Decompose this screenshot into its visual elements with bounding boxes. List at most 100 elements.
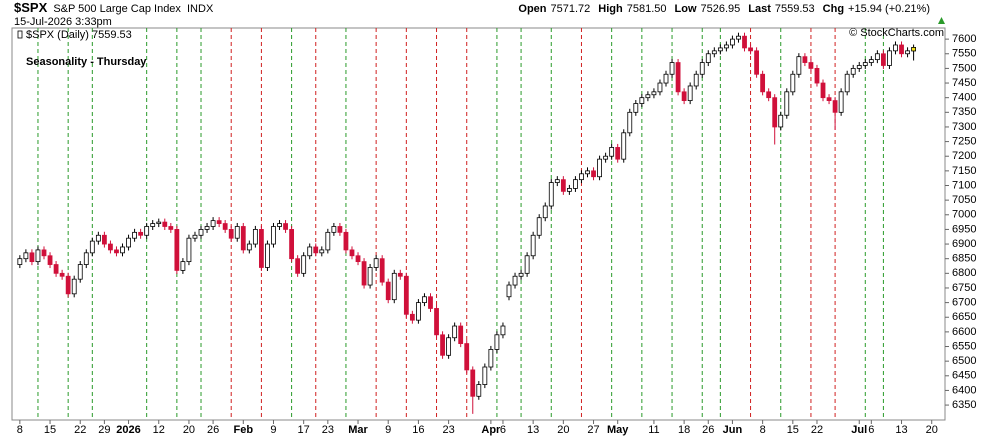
candle-body	[627, 111, 633, 134]
candle-body	[452, 325, 458, 339]
candle-body	[283, 223, 288, 230]
candle-body	[108, 243, 113, 251]
y-tick-label: 6450	[952, 370, 976, 382]
candles	[17, 32, 916, 414]
candle-body	[446, 337, 452, 356]
candle-body	[41, 249, 47, 257]
candle-body	[748, 47, 753, 52]
x-tick-label: Feb	[234, 424, 254, 436]
candle-body	[307, 246, 313, 257]
candle-body	[893, 44, 898, 52]
candle-body	[174, 229, 180, 271]
x-tick-label: 8	[760, 424, 766, 436]
x-tick-label: 13	[527, 424, 539, 436]
candle-body	[228, 229, 234, 239]
candle-body	[500, 325, 506, 336]
x-tick-label: 6	[868, 424, 874, 436]
x-tick-label: 9	[270, 424, 276, 436]
y-tick-label: 6750	[952, 282, 976, 294]
x-tick-label: 22	[74, 424, 86, 436]
candle-body	[361, 261, 367, 286]
candle-body	[494, 334, 500, 350]
candle-body	[820, 82, 826, 99]
candle-body	[615, 147, 621, 160]
candle-body	[271, 226, 276, 245]
x-tick-label: 20	[183, 424, 195, 436]
candle-body	[730, 38, 735, 46]
candle-body	[222, 223, 228, 230]
x-tick-label: 20	[557, 424, 569, 436]
y-tick-label: 7350	[952, 106, 976, 118]
y-tick-label: 6800	[952, 267, 976, 279]
candle-body	[488, 349, 494, 368]
candle-body	[832, 100, 838, 113]
quote-label: Open	[518, 3, 546, 15]
candle-body	[651, 91, 657, 96]
candle-body	[95, 234, 101, 242]
candle-body	[422, 296, 427, 304]
x-tick-label: 29	[98, 424, 110, 436]
y-tick-label: 6950	[952, 223, 976, 235]
candle-body	[905, 50, 910, 55]
candle-body	[856, 65, 862, 69]
candle-body	[482, 366, 488, 385]
candle-body	[373, 258, 379, 268]
candle-body	[470, 369, 476, 397]
exchange: INDX	[187, 3, 214, 15]
candle-body	[518, 272, 524, 277]
candle-body	[766, 91, 772, 99]
candle-body	[246, 243, 252, 251]
candle-body	[144, 226, 150, 236]
candle-body	[35, 249, 41, 263]
candle-body	[723, 44, 729, 49]
x-tick-label: 23	[442, 424, 454, 436]
y-tick-label: 7000	[952, 209, 976, 221]
legend-icon	[17, 30, 23, 39]
candle-body	[554, 179, 560, 183]
candle-body	[591, 170, 596, 178]
candle-body	[156, 221, 162, 224]
candle-body	[573, 179, 578, 189]
candle-body	[379, 258, 385, 283]
header-line: $SPX S&P 500 Large Cap Index INDX	[14, 0, 214, 15]
y-tick-label: 7250	[952, 135, 976, 147]
candle-body	[162, 221, 168, 227]
candle-body	[234, 226, 240, 239]
candle-body	[397, 272, 403, 277]
quote-value: 7559.53	[775, 3, 815, 15]
change-arrow	[938, 17, 945, 24]
candle-body	[403, 275, 409, 315]
candle-body	[409, 313, 415, 321]
timestamp: 15-Jul-2026 3:33pm	[14, 16, 112, 28]
candle-body	[754, 50, 759, 75]
x-tick-label: 15	[787, 424, 799, 436]
candle-body	[132, 231, 137, 239]
candle-body	[742, 35, 747, 49]
credit: © StockCharts.com	[849, 27, 944, 39]
candle-body	[772, 97, 778, 128]
index-name: S&P 500 Large Cap Index	[53, 3, 181, 15]
candle-body	[367, 267, 373, 286]
x-tick-label: 20	[926, 424, 938, 436]
candle-body	[548, 182, 554, 207]
candle-body	[790, 73, 796, 93]
candle-body	[259, 229, 264, 268]
plot-frame	[11, 27, 946, 421]
candle-body	[126, 237, 131, 248]
candle-body	[349, 249, 355, 257]
candle-body	[89, 240, 95, 254]
candle-body	[657, 82, 663, 93]
candle-body	[180, 261, 186, 271]
quote-label: High	[598, 3, 623, 15]
candle-body	[524, 255, 530, 274]
candle-body	[838, 91, 844, 113]
candle-body	[887, 50, 892, 66]
candle-body	[585, 170, 590, 175]
candle-body	[325, 231, 331, 251]
candle-body	[83, 252, 89, 265]
candle-body	[597, 158, 602, 178]
candle-body	[168, 226, 174, 230]
x-tick-label: 18	[678, 424, 690, 436]
candle-body	[289, 229, 294, 260]
candle-body	[343, 231, 349, 251]
